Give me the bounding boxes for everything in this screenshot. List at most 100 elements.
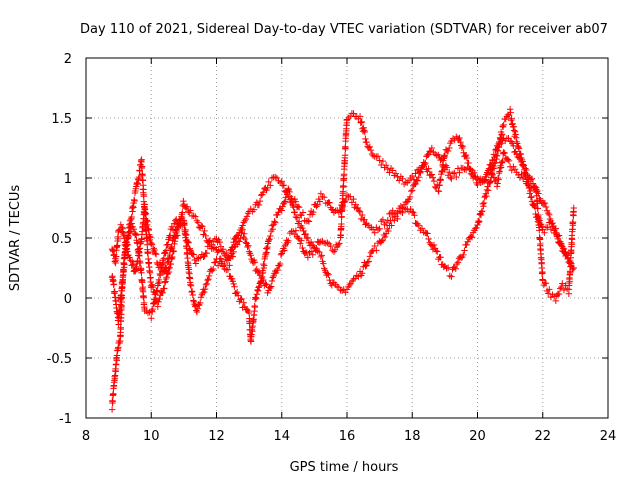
data-point: [361, 128, 368, 136]
data-point: [144, 218, 151, 225]
data-point: [448, 175, 455, 182]
data-point: [239, 226, 246, 233]
data-point: [495, 144, 503, 151]
data-point: [446, 144, 453, 152]
data-point: [276, 260, 284, 268]
data-point: [109, 247, 117, 255]
data-point: [152, 251, 160, 258]
data-point: [171, 233, 179, 241]
data-point: [317, 253, 325, 261]
data-point: [444, 264, 452, 271]
data-point: [409, 172, 416, 180]
data-point: [314, 201, 321, 208]
data-point: [244, 243, 251, 251]
data-point: [366, 143, 374, 151]
data-point: [115, 321, 122, 328]
data-point: [406, 193, 414, 201]
data-point: [376, 157, 383, 164]
data-point: [200, 253, 207, 260]
data-point: [162, 250, 169, 257]
data-point: [424, 168, 431, 175]
data-point: [480, 203, 487, 210]
data-point: [341, 152, 349, 159]
data-point: [161, 285, 168, 292]
data-point: [556, 285, 564, 292]
data-point: [115, 314, 122, 321]
data-point: [291, 208, 298, 216]
data-point: [117, 221, 124, 228]
data-point: [516, 174, 524, 181]
data-point: [162, 247, 170, 254]
data-point: [429, 174, 437, 181]
data-point: [299, 244, 306, 252]
data-point: [538, 223, 546, 230]
data-point: [472, 173, 479, 180]
data-point: [258, 273, 266, 281]
data-point: [428, 171, 436, 178]
data-point: [415, 222, 422, 229]
data-point: [356, 113, 364, 120]
data-point: [544, 290, 552, 297]
x-tick-label: 20: [469, 429, 486, 444]
data-point: [426, 148, 433, 155]
data-point: [224, 266, 232, 273]
data-point: [446, 168, 453, 176]
data-point: [163, 274, 170, 281]
data-point: [359, 211, 366, 219]
data-point: [425, 235, 432, 243]
data-point: [518, 156, 526, 164]
data-point: [550, 293, 558, 300]
data-point: [342, 289, 349, 296]
data-point: [284, 239, 291, 246]
data-point: [512, 134, 520, 141]
data-point: [507, 117, 515, 124]
data-point: [527, 187, 534, 195]
data-point: [448, 273, 455, 280]
data-point: [453, 173, 460, 181]
data-point: [427, 241, 434, 248]
data-point: [281, 198, 289, 205]
data-point: [269, 274, 276, 281]
data-point: [289, 202, 297, 209]
data-point: [299, 209, 307, 216]
data-point: [427, 147, 434, 155]
data-point: [204, 243, 211, 250]
data-point: [413, 166, 421, 174]
data-point: [242, 215, 250, 223]
data-point: [300, 227, 307, 235]
data-point: [479, 207, 486, 215]
data-point: [267, 284, 274, 292]
data-point: [346, 281, 353, 289]
data-point: [279, 247, 286, 255]
data-point: [430, 241, 438, 249]
data-point: [552, 225, 559, 232]
data-point: [499, 150, 507, 158]
data-point: [137, 259, 144, 267]
data-point: [453, 260, 461, 268]
data-point: [389, 213, 396, 221]
data-point: [278, 178, 285, 185]
data-point: [528, 175, 536, 183]
data-point: [487, 166, 494, 173]
data-point: [112, 368, 119, 375]
data-point: [466, 165, 474, 173]
data-point: [384, 165, 391, 173]
data-point: [519, 158, 526, 165]
data-point: [294, 234, 302, 242]
data-point: [110, 281, 118, 288]
series-track-3: [108, 110, 577, 328]
data-point: [170, 235, 177, 242]
data-point: [506, 105, 514, 113]
data-point: [193, 308, 201, 316]
data-point: [374, 226, 382, 234]
data-point: [558, 241, 565, 249]
data-point: [182, 226, 189, 234]
data-point: [378, 237, 385, 245]
data-point: [167, 232, 174, 239]
data-point: [150, 300, 157, 307]
x-tick-label: 22: [534, 429, 551, 444]
data-point: [144, 250, 152, 257]
data-marks: [108, 105, 577, 413]
data-point: [496, 134, 504, 141]
data-point: [326, 276, 333, 284]
